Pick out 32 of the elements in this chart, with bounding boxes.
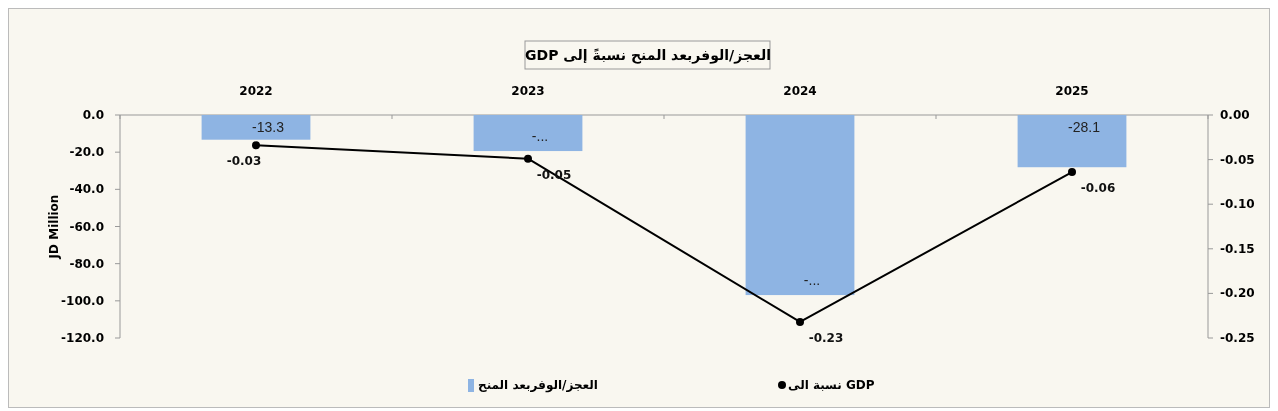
y-axis-title: JD Million [47, 194, 61, 260]
y-tick-label: 0.0 [82, 108, 104, 122]
chart-title: العجز/الوفربعد المنح نسبةً إلى GDP [525, 47, 771, 64]
data-label: -13.3 [252, 119, 285, 135]
point [796, 317, 804, 326]
y-tick-label: -120.0 [61, 331, 104, 345]
y-tick-label: -40.0 [69, 182, 104, 197]
data-label: -0.03 [226, 154, 262, 169]
x-tick-label: 2023 [511, 84, 545, 98]
y-tick-label: -20.0 [69, 145, 104, 160]
legend-label: العجز/الوفربعد المنح [478, 378, 598, 393]
data-label: -28.1 [1068, 119, 1101, 135]
x-tick-label: 2024 [783, 84, 817, 98]
point [252, 141, 260, 150]
y2-tick-label: 0.00 [1220, 108, 1250, 122]
point [1068, 168, 1076, 177]
data-label: -... [531, 128, 549, 145]
legend-label: نسبة الى GDP [788, 378, 875, 392]
y-tick-label: -80.0 [69, 256, 104, 271]
y2-tick-label: -0.20 [1220, 286, 1255, 301]
y-tick-label: -100.0 [61, 293, 104, 308]
x-tick-label: 2022 [239, 84, 273, 98]
y2-tick-label: -0.05 [1220, 152, 1255, 167]
y2-tick-label: -0.10 [1220, 197, 1255, 212]
data-label: -0.06 [1080, 181, 1116, 196]
x-tick-label: 2025 [1055, 84, 1089, 98]
data-label: -0.23 [808, 330, 844, 345]
y2-tick-label: -0.15 [1220, 241, 1255, 256]
data-label: -... [803, 272, 821, 289]
y2-tick-label: -0.25 [1220, 331, 1255, 345]
point [524, 154, 532, 163]
y-tick-label: -60.0 [69, 219, 104, 234]
